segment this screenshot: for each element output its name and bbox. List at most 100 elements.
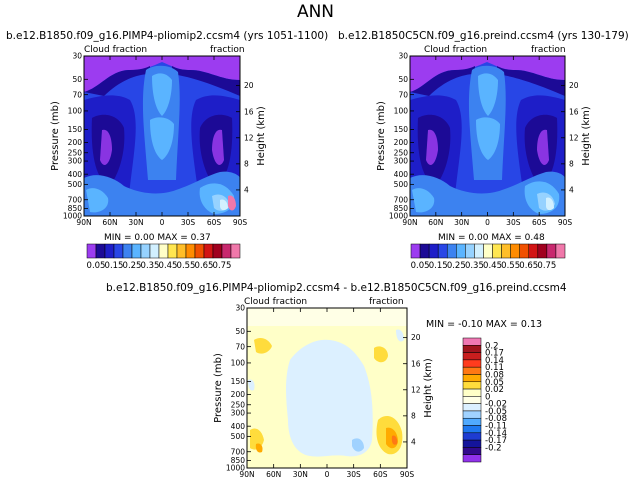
y-tick-label: 300 (394, 157, 409, 166)
colorbar-swatch (230, 243, 241, 259)
colorbar-swatch (462, 454, 482, 463)
y2-tick-label: 8 (244, 159, 249, 168)
colorbar-swatch (462, 374, 482, 383)
y2-axis-label: Height (km) (423, 358, 434, 418)
y-axis-label: Pressure (mb) (213, 353, 224, 423)
y-tick-label: 700 (394, 195, 409, 204)
colorbar-label: 0.35 (141, 261, 160, 271)
left-panel-cloud-label: Cloud fraction (84, 45, 148, 55)
colorbar-swatch (483, 243, 493, 259)
x-tick-label: 90S (400, 470, 415, 479)
y2-tick-label: 4 (411, 438, 416, 447)
x-tick-label: 30N (454, 218, 469, 227)
diff-panel-fraction-label: fraction (369, 297, 404, 307)
x-tick-label: 30N (293, 470, 308, 479)
y-tick-label: 1000 (63, 212, 82, 221)
colorbar-swatch (194, 243, 205, 259)
y2-tick-label: 4 (569, 186, 574, 195)
colorbar-swatch (456, 243, 466, 259)
colorbar-swatch (462, 417, 482, 426)
colorbar-swatch (465, 243, 475, 259)
colorbar-label: 0.05 (411, 261, 430, 271)
y-tick-label: 1000 (389, 212, 408, 221)
y-tick-label: 150 (68, 125, 83, 134)
diff-panel-title: b.e12.B1850.f09_g16.PIMP4-pliomip2.ccsm4… (106, 282, 567, 294)
x-tick-label: 30S (506, 218, 521, 227)
colorbar-label: -0.02 (485, 400, 507, 410)
y-tick-label: 70 (72, 90, 82, 99)
colorbar-label: -0.14 (485, 429, 507, 439)
colorbar-swatch (510, 243, 520, 259)
colorbar-label: 0.02 (485, 385, 504, 395)
x-tick-label: 90N (402, 218, 417, 227)
colorbar-label: 0.65 (195, 261, 214, 271)
y-tick-label: 30 (72, 52, 82, 61)
y-tick-label: 30 (398, 52, 408, 61)
colorbar-label: 0.05 (87, 261, 106, 271)
colorbar-swatch (104, 243, 115, 259)
y-tick-label: 70 (235, 342, 245, 351)
colorbar-swatch (437, 243, 448, 259)
x-tick-label: 0 (485, 218, 490, 227)
colorbar-swatch (462, 352, 482, 361)
y2-tick-label: 20 (411, 333, 421, 342)
y-tick-label: 1000 (226, 464, 245, 473)
y-tick-label: 200 (231, 390, 246, 399)
y-tick-label: 200 (68, 138, 83, 147)
colorbar-label: -0.17 (485, 436, 507, 446)
colorbar-swatch (462, 425, 482, 434)
colorbar-swatch (462, 366, 482, 375)
y-tick-label: 70 (398, 90, 408, 99)
colorbar-swatch (203, 243, 214, 259)
x-tick-label: 0 (325, 470, 330, 479)
x-tick-label: 30S (347, 470, 362, 479)
colorbar-label: 0.75 (213, 261, 232, 271)
y-tick-label: 200 (394, 138, 409, 147)
left-field (84, 56, 240, 216)
y-tick-label: 400 (68, 170, 83, 179)
colorbar-swatch (528, 243, 539, 259)
colorbar-swatch (555, 243, 566, 259)
colorbar-swatch (221, 243, 232, 259)
y-tick-label: 300 (231, 409, 246, 418)
colorbar-label: -0.08 (485, 414, 507, 424)
colorbar-swatch (113, 243, 124, 259)
y-tick-label: 100 (68, 107, 83, 116)
colorbar-label: -0.05 (485, 407, 507, 417)
y-tick-label: 30 (235, 304, 245, 313)
colorbar-label: 0 (485, 392, 490, 402)
diff-panel-cloud-label: Cloud fraction (244, 297, 308, 307)
colorbar-swatch (462, 403, 482, 412)
colorbar-swatch (410, 243, 421, 259)
colorbar-swatch (131, 243, 142, 259)
y2-tick-label: 16 (244, 107, 254, 116)
y-tick-label: 400 (231, 422, 246, 431)
left-panel-stats: MIN = 0.00 MAX = 0.37 (104, 233, 211, 243)
x-tick-label: 90S (233, 218, 248, 227)
y-tick-label: 500 (394, 180, 409, 189)
colorbar-swatch (462, 396, 482, 404)
colorbar-swatch (492, 243, 502, 259)
y-tick-label: 250 (231, 400, 246, 409)
y-axis-label: Pressure (mb) (50, 101, 61, 171)
colorbar-label: 0.35 (465, 261, 484, 271)
y-tick-label: 700 (231, 447, 246, 456)
y2-axis-label: Height (km) (256, 106, 267, 166)
colorbar-label: -0.2 (485, 443, 502, 453)
colorbar-swatch (462, 410, 482, 419)
y2-tick-label: 8 (569, 159, 574, 168)
colorbar-swatch (546, 243, 557, 259)
y-tick-label: 250 (68, 148, 83, 157)
colorbar-swatch (149, 243, 160, 259)
right-field (410, 56, 565, 216)
colorbar-label: 0.55 (501, 261, 520, 271)
y-tick-label: 700 (68, 195, 83, 204)
right-panel-cloud-label: Cloud fraction (424, 45, 488, 55)
y2-tick-label: 16 (411, 359, 421, 368)
colorbar-swatch (462, 345, 482, 353)
colorbar-label: 0.08 (485, 370, 504, 380)
colorbar-swatch (519, 243, 530, 259)
y-tick-label: 150 (394, 125, 409, 134)
y2-tick-label: 16 (569, 107, 579, 116)
